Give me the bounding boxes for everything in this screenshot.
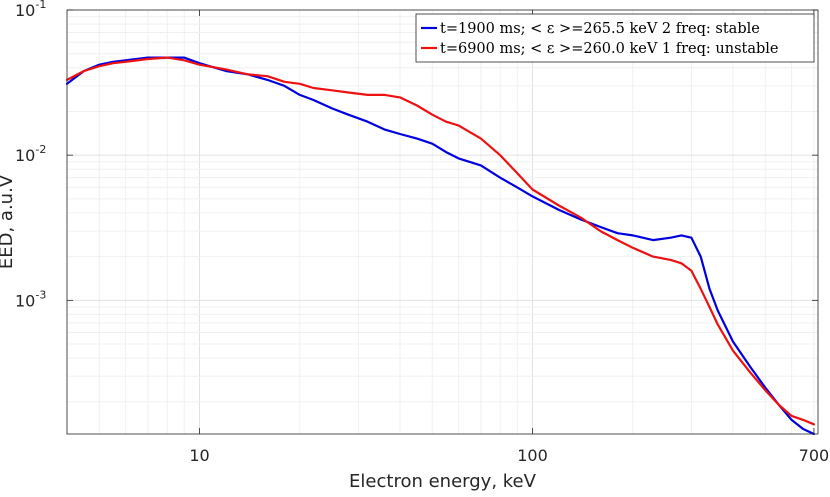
series-layer	[65, 56, 816, 436]
y-tick-exponent: -2	[35, 143, 46, 156]
legend: t=1900 ms; < ε >=265.5 keV 2 freq: stabl…	[415, 13, 815, 63]
grid	[66, 9, 818, 434]
y-tick-exponent: -1	[35, 0, 46, 11]
y-tick-label: 10-2	[15, 143, 46, 165]
y-tick-label: 10-1	[15, 0, 46, 20]
x-tick-label: 700	[799, 446, 830, 465]
x-axis-label: Electron energy, keV	[349, 471, 537, 492]
x-tick-label: 100	[517, 446, 548, 465]
legend-entry-unstable: t=6900 ms; < ε >=260.0 keV 1 freq: unsta…	[440, 41, 779, 57]
y-tick-base: 10	[15, 1, 35, 20]
plot-frame	[66, 9, 819, 435]
series-line-1	[65, 56, 816, 426]
x-tick-label: 10	[189, 446, 209, 465]
legend-box	[415, 13, 815, 63]
y-axis-label: EED, a.u.V	[0, 174, 17, 269]
y-tick-label: 10-3	[15, 288, 46, 310]
y-tick-base: 10	[15, 146, 35, 165]
legend-entry-stable: t=1900 ms; < ε >=265.5 keV 2 freq: stabl…	[440, 21, 760, 37]
y-tick-exponent: -3	[35, 288, 46, 301]
series-line-0	[65, 56, 816, 436]
y-tick-base: 10	[15, 291, 35, 310]
